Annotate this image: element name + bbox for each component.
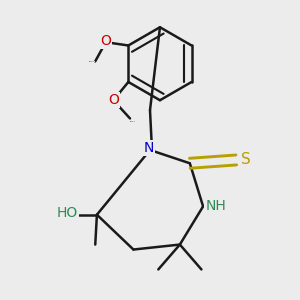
Text: O: O bbox=[108, 93, 119, 107]
Text: methoxy: methoxy bbox=[130, 121, 136, 122]
Text: HO: HO bbox=[56, 206, 78, 220]
Text: methoxy: methoxy bbox=[89, 61, 95, 62]
Text: NH: NH bbox=[205, 199, 226, 213]
Text: N: N bbox=[143, 141, 154, 155]
Text: S: S bbox=[241, 152, 251, 167]
Text: O: O bbox=[100, 34, 111, 47]
